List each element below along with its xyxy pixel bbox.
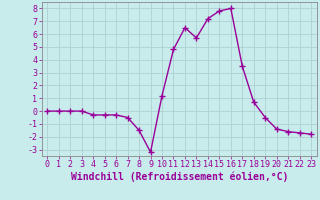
X-axis label: Windchill (Refroidissement éolien,°C): Windchill (Refroidissement éolien,°C): [70, 172, 288, 182]
